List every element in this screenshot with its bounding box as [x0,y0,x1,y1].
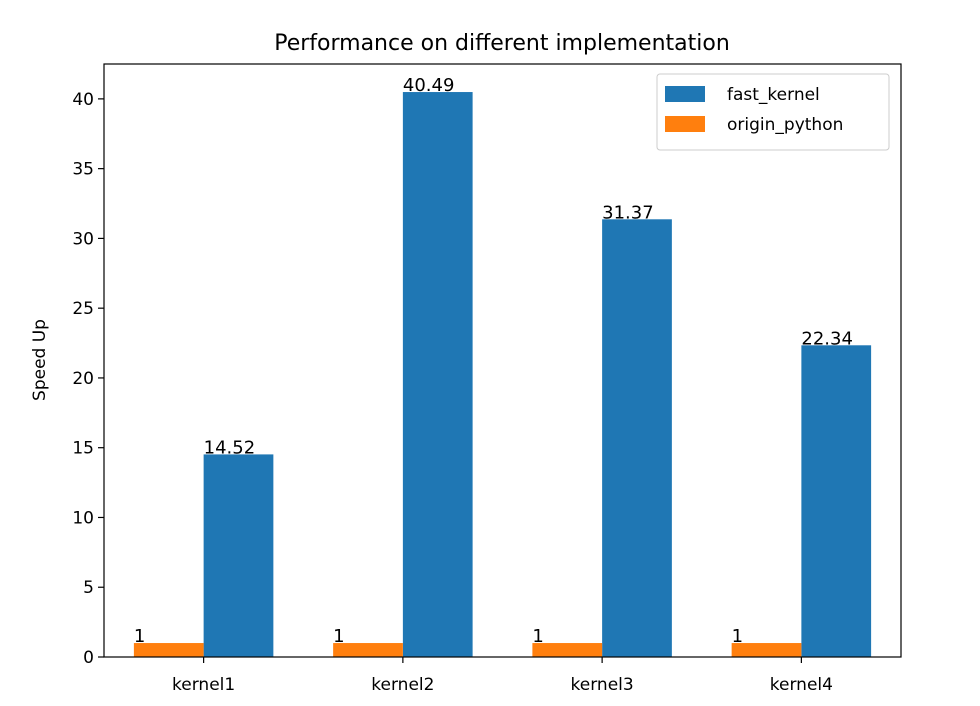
bar-origin-python-kernel4 [731,643,802,657]
y-axis: 0 5 10 15 20 25 30 35 40 [72,90,104,668]
data-label-fast-kernel-kernel1: 14.52 [204,437,256,458]
y-tick-label: 30 [72,229,94,249]
data-label-fast-kernel-kernel3: 31.37 [602,202,654,223]
legend-box [656,73,890,151]
x-tick-label-kernel2: kernel2 [371,675,434,695]
data-label-origin-python-kernel1: 1 [134,626,145,647]
data-label-fast-kernel-kernel2: 40.49 [403,75,455,96]
x-tick-label-kernel3: kernel3 [571,675,634,695]
legend-label-origin-python: origin_python [727,115,843,135]
y-tick-label: 40 [72,90,94,110]
legend-swatch-fast-kernel [665,86,705,102]
x-tick-label-kernel1: kernel1 [172,675,235,695]
bar-fast-kernel-kernel4 [801,345,872,657]
y-tick-label: 20 [72,369,94,389]
data-label-origin-python-kernel4: 1 [732,626,743,647]
plot-area-frame [103,63,902,658]
data-label-fast-kernel-kernel4: 22.34 [801,328,853,349]
bar-origin-python-kernel1 [133,643,204,657]
bar-origin-python-kernel2 [333,643,403,657]
y-axis-label: Speed Up [30,319,50,401]
y-tick-label: 15 [72,439,94,459]
legend-swatch-origin-python [665,116,705,132]
y-tick-label: 0 [83,648,94,668]
data-labels-layer: 14.52 40.49 31.37 22.34 1 1 1 1 [134,75,853,647]
x-tick-label-kernel4: kernel4 [770,675,833,695]
x-axis: kernel1 kernel2 kernel3 kernel4 [172,657,833,695]
bar-fast-kernel-kernel1 [203,454,274,657]
data-label-origin-python-kernel2: 1 [333,626,344,647]
legend-label-fast-kernel: fast_kernel [727,85,820,105]
bar-origin-python-kernel3 [532,643,603,657]
legend: fast_kernel origin_python [656,73,890,151]
bars-layer [133,92,872,657]
chart-title: Performance on different implementation [274,31,730,56]
data-label-origin-python-kernel3: 1 [532,626,543,647]
y-tick-label: 35 [72,160,94,180]
bar-fast-kernel-kernel3 [602,219,672,657]
y-tick-label: 25 [72,299,94,319]
y-tick-label: 5 [83,578,94,598]
bar-fast-kernel-kernel2 [402,92,473,657]
y-tick-label: 10 [72,508,94,528]
